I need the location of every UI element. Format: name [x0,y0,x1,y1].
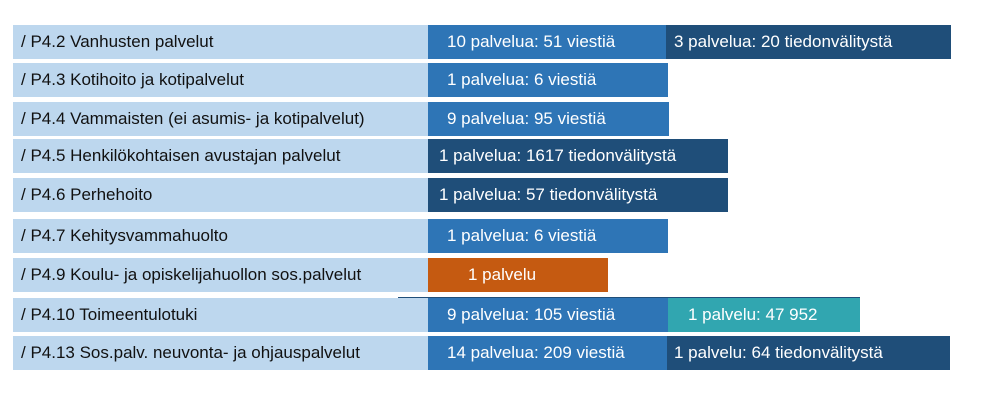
messages-bar: 9 palvelua: 105 viestiä [428,298,668,332]
service-row-p4-10: / P4.10 Toimeentulotuki 9 palvelua: 105 … [0,297,999,332]
teal-bar: 1 palvelu: 47 952 [668,298,860,332]
notifications-bar: 1 palvelu: 64 tiedonvälitystä [667,336,950,370]
row-label: / P4.4 Vammaisten (ei asumis- ja kotipal… [13,102,428,136]
row-label: / P4.10 Toimeentulotuki [13,298,428,332]
notifications-bar: 1 palvelua: 1617 tiedonvälitystä [428,139,728,173]
service-row-p4-4: / P4.4 Vammaisten (ei asumis- ja kotipal… [0,102,999,136]
messages-bar: 1 palvelua: 6 viestiä [428,63,668,97]
messages-bar: 10 palvelua: 51 viestiä [428,25,668,59]
notifications-bar: 3 palvelua: 20 tiedonvälitystä [666,25,951,59]
header-line [398,297,860,298]
row-label: / P4.2 Vanhusten palvelut [13,25,428,59]
notifications-bar: 1 palvelua: 57 tiedonvälitystä [428,178,728,212]
service-row-p4-9: / P4.9 Koulu- ja opiskelijahuollon sos.p… [0,258,999,292]
service-bar: 1 palvelu [428,258,608,292]
row-label: / P4.3 Kotihoito ja kotipalvelut [13,63,428,97]
service-row-p4-7: / P4.7 Kehitysvammahuolto 1 palvelua: 6 … [0,219,999,253]
messages-bar: 14 palvelua: 209 viestiä [428,336,668,370]
messages-bar: 9 palvelua: 95 viestiä [428,102,669,136]
messages-bar: 1 palvelua: 6 viestiä [428,219,668,253]
service-row-p4-6: / P4.6 Perhehoito 1 palvelua: 57 tiedonv… [0,178,999,212]
service-row-p4-3: / P4.3 Kotihoito ja kotipalvelut 1 palve… [0,63,999,97]
row-label: / P4.5 Henkilökohtaisen avustajan palvel… [13,139,428,173]
service-row-p4-5: / P4.5 Henkilökohtaisen avustajan palvel… [0,139,999,173]
service-row-p4-13: / P4.13 Sos.palv. neuvonta- ja ohjauspal… [0,336,999,370]
row-label: / P4.13 Sos.palv. neuvonta- ja ohjauspal… [13,336,428,370]
service-row-p4-2: / P4.2 Vanhusten palvelut 10 palvelua: 5… [0,25,999,59]
row-label: / P4.7 Kehitysvammahuolto [13,219,428,253]
row-label: / P4.6 Perhehoito [13,178,428,212]
row-label: / P4.9 Koulu- ja opiskelijahuollon sos.p… [13,258,428,292]
